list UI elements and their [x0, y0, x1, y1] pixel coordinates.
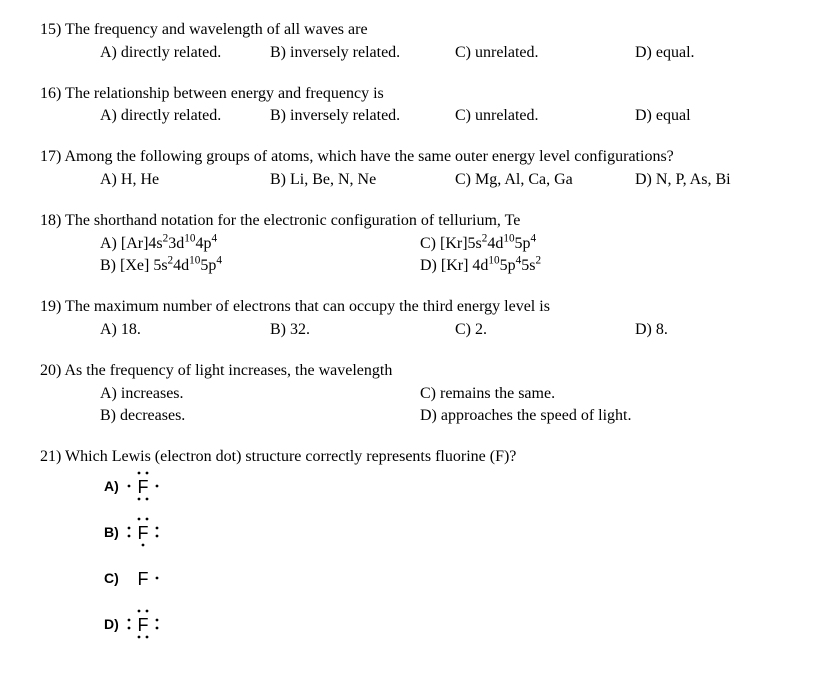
choice-D: D) 8.: [635, 320, 755, 341]
question-stem: 16) The relationship between energy and …: [40, 84, 784, 105]
lewis-letter: F: [137, 615, 148, 635]
lewis-structure: F: [125, 516, 161, 548]
choice-D: D) [Kr] 4d105p45s2: [420, 256, 784, 277]
choice-B: B) decreases.: [100, 406, 420, 427]
choice-B: B) [Xe] 5s24d105p4: [100, 256, 420, 277]
choice-D: D) F: [104, 608, 784, 640]
choices-grid: A) increases.C) remains the same.B) decr…: [40, 384, 784, 428]
choice-C: C) Mg, Al, Ca, Ga: [455, 170, 635, 191]
question-stem: 15) The frequency and wavelength of all …: [40, 20, 784, 41]
electron-dot: [155, 535, 158, 538]
choice-A: A) F: [104, 470, 784, 502]
question-stem: 21) Which Lewis (electron dot) structure…: [40, 447, 784, 468]
lewis-structure: F: [125, 608, 161, 640]
question-19: 19) The maximum number of electrons that…: [40, 297, 784, 341]
electron-dot: [137, 472, 140, 475]
question-stem: 20) As the frequency of light increases,…: [40, 361, 784, 382]
lewis-letter: F: [137, 477, 148, 497]
electron-dot: [155, 485, 158, 488]
electron-dot: [127, 535, 130, 538]
choice-C: C) [Kr]5s24d105p4: [420, 234, 784, 255]
choices-row: A) 18.B) 32.C) 2.D) 8.: [40, 320, 784, 341]
choices-grid: A) [Ar]4s23d104p4C) [Kr]5s24d105p4B) [Xe…: [40, 234, 784, 278]
choices-row: A) directly related.B) inversely related…: [40, 106, 784, 127]
choice-A: A) directly related.: [100, 106, 270, 127]
electron-dot: [137, 610, 140, 613]
choices-row: A) directly related.B) inversely related…: [40, 43, 784, 64]
lewis-structure: F: [125, 470, 161, 502]
electron-dot: [145, 498, 148, 501]
question-15: 15) The frequency and wavelength of all …: [40, 20, 784, 64]
electron-dot: [127, 485, 130, 488]
electron-dot: [145, 636, 148, 639]
choices-row: A) H, HeB) Li, Be, N, NeC) Mg, Al, Ca, G…: [40, 170, 784, 191]
electron-dot: [145, 472, 148, 475]
choice-B: B) 32.: [270, 320, 455, 341]
electron-dot: [145, 518, 148, 521]
lewis-structure: F: [125, 562, 161, 594]
choice-C: C) F: [104, 562, 784, 594]
electron-dot: [145, 610, 148, 613]
electron-dot: [137, 518, 140, 521]
choice-label: B): [104, 523, 119, 541]
electron-dot: [127, 527, 130, 530]
choice-A: A) increases.: [100, 384, 420, 405]
question-16: 16) The relationship between energy and …: [40, 84, 784, 128]
electron-dot: [137, 498, 140, 501]
question-21: 21) Which Lewis (electron dot) structure…: [40, 447, 784, 640]
lewis-choices: A) F B) F C) F D) F: [40, 470, 784, 640]
electron-dot: [137, 636, 140, 639]
question-18: 18) The shorthand notation for the elect…: [40, 211, 784, 277]
choice-label: C): [104, 569, 119, 587]
choice-A: A) [Ar]4s23d104p4: [100, 234, 420, 255]
choice-D: D) approaches the speed of light.: [420, 406, 784, 427]
electron-dot: [155, 527, 158, 530]
choice-B: B) Li, Be, N, Ne: [270, 170, 455, 191]
lewis-letter: F: [137, 569, 148, 589]
choice-B: B) F: [104, 516, 784, 548]
electron-dot: [155, 627, 158, 630]
question-stem: 17) Among the following groups of atoms,…: [40, 147, 784, 168]
choice-D: D) equal.: [635, 43, 755, 64]
choice-D: D) equal: [635, 106, 755, 127]
question-stem: 19) The maximum number of electrons that…: [40, 297, 784, 318]
question-stem: 18) The shorthand notation for the elect…: [40, 211, 784, 232]
question-20: 20) As the frequency of light increases,…: [40, 361, 784, 427]
choice-C: C) unrelated.: [455, 43, 635, 64]
choice-C: C) unrelated.: [455, 106, 635, 127]
choice-label: A): [104, 477, 119, 495]
choice-A: A) directly related.: [100, 43, 270, 64]
choice-C: C) 2.: [455, 320, 635, 341]
choice-C: C) remains the same.: [420, 384, 784, 405]
electron-dot: [155, 619, 158, 622]
choice-A: A) 18.: [100, 320, 270, 341]
electron-dot: [141, 544, 144, 547]
choice-B: B) inversely related.: [270, 106, 455, 127]
lewis-letter: F: [137, 523, 148, 543]
question-17: 17) Among the following groups of atoms,…: [40, 147, 784, 191]
electron-dot: [155, 577, 158, 580]
choice-B: B) inversely related.: [270, 43, 455, 64]
electron-dot: [127, 627, 130, 630]
electron-dot: [127, 619, 130, 622]
choice-D: D) N, P, As, Bi: [635, 170, 775, 191]
choice-label: D): [104, 615, 119, 633]
choice-A: A) H, He: [100, 170, 270, 191]
